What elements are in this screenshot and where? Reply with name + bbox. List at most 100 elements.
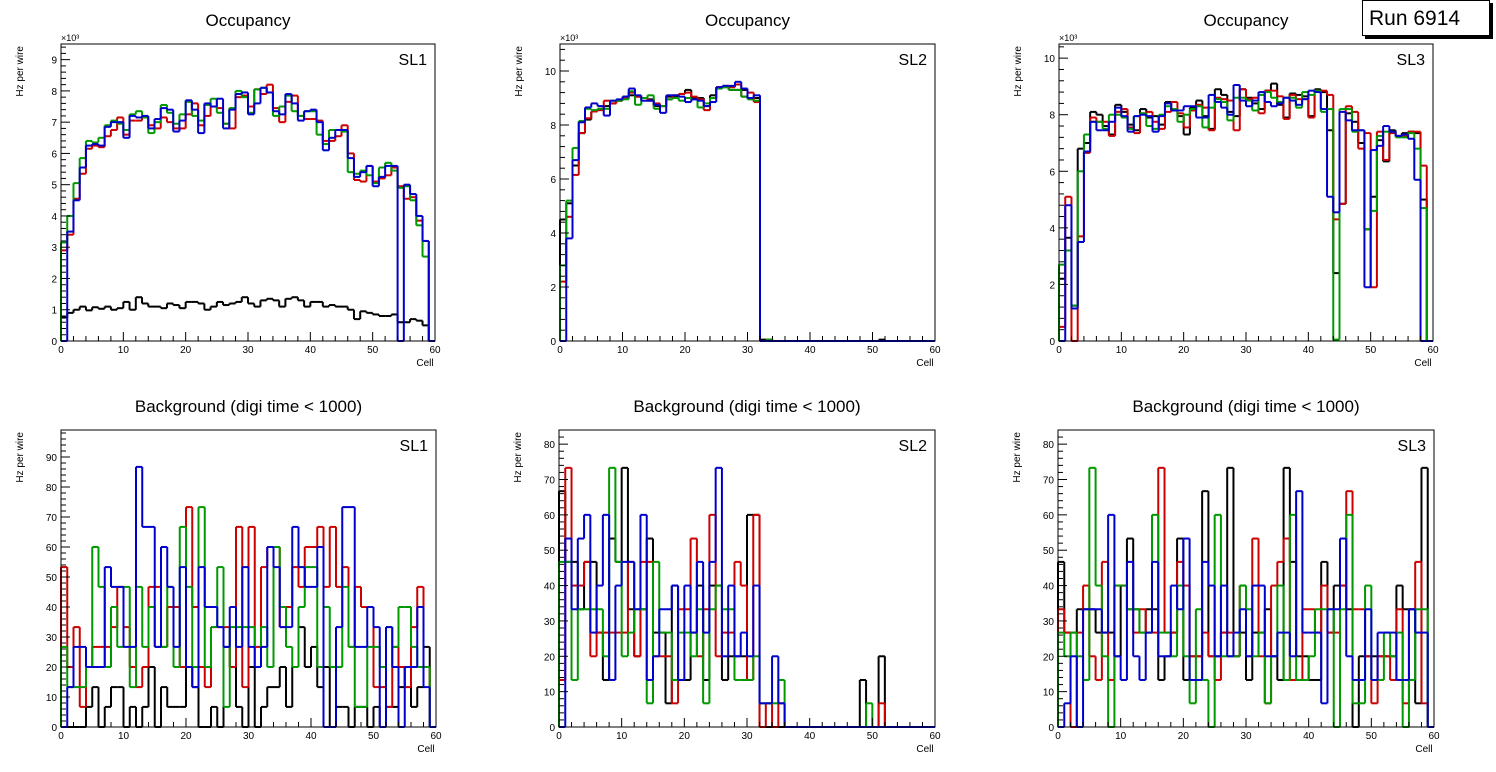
x-tick-label: 0 bbox=[1056, 345, 1062, 356]
y-tick-label: 80 bbox=[544, 440, 556, 451]
y-tick-label: 70 bbox=[544, 476, 556, 487]
y-tick-label: 8 bbox=[1049, 111, 1055, 122]
x-tick-label: 30 bbox=[243, 731, 255, 742]
y-tick-label: 3 bbox=[51, 243, 57, 254]
x-tick-label: 0 bbox=[557, 345, 563, 356]
y-axis-exponent: ×10³ bbox=[560, 33, 578, 43]
x-tick-label: 30 bbox=[242, 345, 254, 356]
x-tick-label: 30 bbox=[1240, 731, 1252, 742]
y-axis-label: Hz per wire bbox=[15, 46, 26, 97]
x-tick-label: 60 bbox=[929, 345, 941, 356]
superlayer-label: SL2 bbox=[899, 438, 928, 455]
x-tick-label: 0 bbox=[1055, 731, 1061, 742]
y-tick-label: 2 bbox=[1049, 280, 1055, 291]
x-tick-label: 50 bbox=[368, 731, 380, 742]
x-tick-label: 10 bbox=[118, 345, 130, 356]
series-green bbox=[559, 86, 935, 342]
y-tick-label: 7 bbox=[51, 118, 57, 129]
x-tick-label: 20 bbox=[180, 345, 192, 356]
y-tick-label: 6 bbox=[550, 175, 556, 186]
y-tick-label: 50 bbox=[1043, 546, 1055, 557]
y-tick-label: 80 bbox=[1043, 440, 1055, 451]
y-tick-label: 30 bbox=[544, 617, 556, 628]
x-tick-label: 50 bbox=[1366, 731, 1378, 742]
y-tick-label: 9 bbox=[51, 56, 57, 67]
y-tick-label: 40 bbox=[1043, 582, 1055, 593]
x-tick-label: 40 bbox=[804, 345, 816, 356]
y-tick-label: 0 bbox=[51, 723, 57, 734]
series-blue bbox=[559, 466, 935, 728]
y-tick-label: 8 bbox=[51, 87, 57, 98]
x-tick-label: 10 bbox=[1115, 731, 1127, 742]
y-tick-label: 20 bbox=[1043, 652, 1055, 663]
y-tick-label: 50 bbox=[544, 546, 556, 557]
chart-occ-sl3: Occupancy 0 10 20 30 40 50 60 0 2 4 6 8 10 Cell Hz per … bbox=[1013, 11, 1439, 369]
y-tick-label: 4 bbox=[1049, 224, 1055, 235]
superlayer-label: SL1 bbox=[399, 52, 428, 69]
y-axis-exponent: ×10³ bbox=[61, 33, 79, 43]
series-red bbox=[559, 83, 935, 342]
series-blue bbox=[560, 80, 935, 342]
x-tick-label: 60 bbox=[429, 345, 441, 356]
y-tick-label: 20 bbox=[544, 652, 556, 663]
x-tick-label: 0 bbox=[556, 731, 562, 742]
run-label: Run 6914 bbox=[1369, 7, 1461, 30]
y-tick-label: 4 bbox=[51, 212, 57, 223]
x-tick-label: 40 bbox=[305, 731, 317, 742]
y-tick-label: 10 bbox=[46, 693, 58, 704]
y-tick-label: 0 bbox=[1049, 337, 1055, 348]
y-tick-label: 20 bbox=[46, 663, 58, 674]
y-tick-label: 70 bbox=[46, 513, 58, 524]
x-axis-label: Cell bbox=[916, 358, 933, 369]
y-tick-label: 30 bbox=[46, 633, 58, 644]
y-axis-label: Hz per wire bbox=[1013, 46, 1024, 97]
x-tick-label: 30 bbox=[1240, 345, 1252, 356]
chart-bkg-sl3: Background (digi time < 1000) 0 10 20 30 40 50… bbox=[1012, 397, 1440, 755]
y-tick-label: 0 bbox=[1048, 723, 1054, 734]
y-tick-label: 2 bbox=[550, 283, 556, 294]
y-tick-label: 10 bbox=[544, 688, 556, 699]
x-axis-label: Cell bbox=[916, 744, 933, 755]
x-tick-label: 60 bbox=[430, 731, 442, 742]
y-tick-label: 1 bbox=[51, 306, 57, 317]
x-tick-label: 60 bbox=[929, 731, 941, 742]
superlayer-label: SL1 bbox=[400, 438, 429, 455]
y-tick-label: 60 bbox=[46, 543, 58, 554]
x-tick-label: 20 bbox=[679, 345, 691, 356]
chart-occ-sl2: Occupancy 0 10 20 30 40 50 60 0 2 4 6 8 10 Cell Hz per … bbox=[514, 11, 941, 369]
x-tick-label: 50 bbox=[1365, 345, 1377, 356]
superlayer-label: SL3 bbox=[1398, 438, 1427, 455]
y-tick-label: 4 bbox=[550, 229, 556, 240]
chart-bkg-sl1: Background (digi time < 1000) 0 10 20 30 40 50… bbox=[15, 397, 442, 755]
x-tick-label: 20 bbox=[679, 731, 691, 742]
x-tick-label: 0 bbox=[58, 345, 64, 356]
y-tick-label: 80 bbox=[46, 483, 58, 494]
y-tick-label: 40 bbox=[544, 582, 556, 593]
x-tick-label: 50 bbox=[367, 345, 379, 356]
x-tick-label: 10 bbox=[1116, 345, 1128, 356]
x-tick-label: 0 bbox=[58, 731, 64, 742]
series-red bbox=[1058, 88, 1433, 342]
y-tick-label: 6 bbox=[51, 149, 57, 160]
y-tick-label: 6 bbox=[1049, 167, 1055, 178]
chart-title: Background (digi time < 1000) bbox=[135, 397, 362, 416]
x-tick-label: 50 bbox=[867, 345, 879, 356]
y-axis-label: Hz per wire bbox=[1012, 432, 1023, 483]
x-axis-label: Cell bbox=[416, 358, 433, 369]
y-tick-label: 30 bbox=[1043, 617, 1055, 628]
y-tick-label: 0 bbox=[549, 723, 555, 734]
y-tick-label: 60 bbox=[1043, 511, 1055, 522]
run-label-box: Run 6914 bbox=[1362, 0, 1490, 36]
chart-bkg-sl2: Background (digi time < 1000) 0 10 20 30 40 50… bbox=[513, 397, 941, 755]
superlayer-label: SL3 bbox=[1397, 52, 1426, 69]
x-tick-label: 50 bbox=[867, 731, 879, 742]
series-blue bbox=[1059, 84, 1433, 342]
x-tick-label: 20 bbox=[1178, 731, 1190, 742]
chart-title: Background (digi time < 1000) bbox=[633, 397, 860, 416]
x-tick-label: 40 bbox=[1303, 731, 1315, 742]
x-axis-label: Cell bbox=[1414, 358, 1431, 369]
chart-title: Occupancy bbox=[1203, 11, 1289, 30]
series-blue bbox=[1058, 490, 1434, 728]
x-tick-label: 40 bbox=[305, 345, 317, 356]
